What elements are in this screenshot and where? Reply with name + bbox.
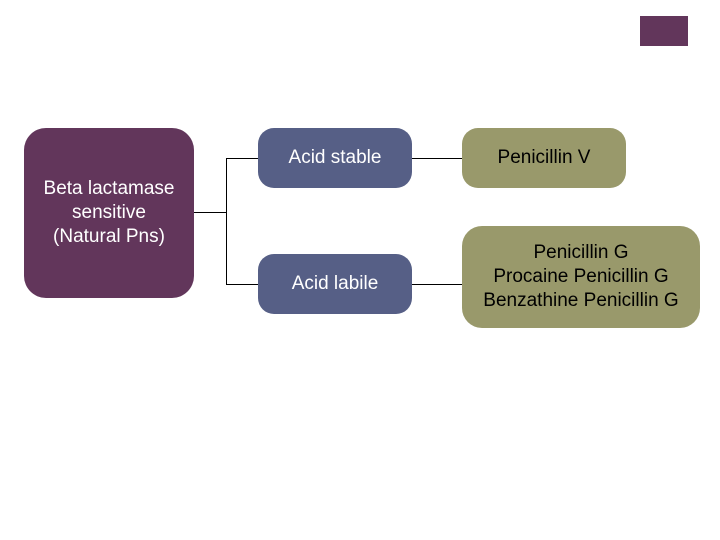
node-acid-labile: Acid labile	[258, 254, 412, 314]
node-penicillin-g: Penicillin G Procaine Penicillin G Benza…	[462, 226, 700, 328]
node-root-line2: sensitive	[72, 201, 146, 225]
node-acid-stable: Acid stable	[258, 128, 412, 188]
node-root: Beta lactamase sensitive (Natural Pns)	[24, 128, 194, 298]
connector-segment	[194, 212, 226, 213]
node-penicillin-v: Penicillin V	[462, 128, 626, 188]
node-penicillin-g-line2: Procaine Penicillin G	[493, 265, 668, 289]
connector-segment	[412, 158, 462, 159]
node-root-line1: Beta lactamase	[44, 177, 175, 201]
node-penicillin-v-label: Penicillin V	[498, 146, 591, 170]
connector-segment	[412, 284, 462, 285]
node-root-line3: (Natural Pns)	[53, 225, 165, 249]
diagram-stage: Beta lactamase sensitive (Natural Pns) A…	[0, 0, 720, 540]
node-penicillin-g-line3: Benzathine Penicillin G	[483, 289, 678, 313]
connector-segment	[226, 284, 258, 285]
node-acid-labile-label: Acid labile	[292, 272, 379, 296]
connector-segment	[226, 158, 227, 284]
node-acid-stable-label: Acid stable	[289, 146, 382, 170]
corner-accent	[640, 16, 688, 46]
connector-segment	[226, 158, 258, 159]
node-penicillin-g-line1: Penicillin G	[533, 241, 628, 265]
